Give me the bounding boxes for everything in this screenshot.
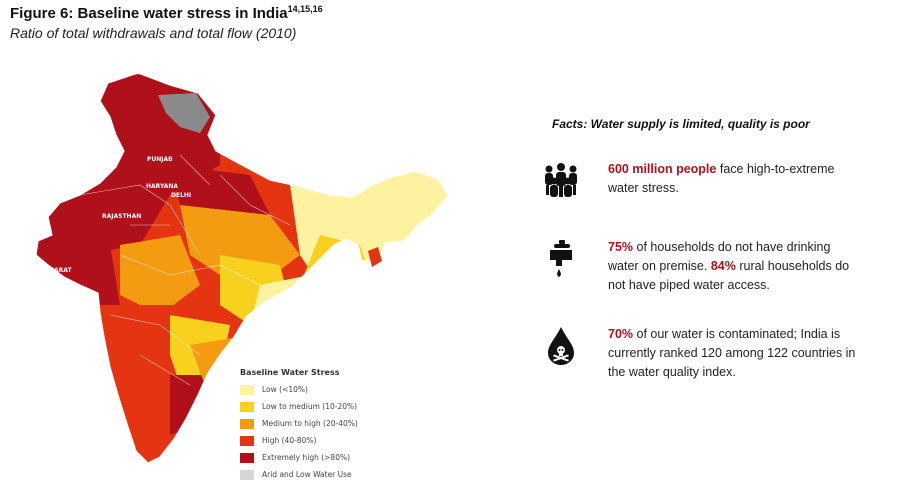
figure-title: Figure 6: Baseline water stress in India…: [10, 4, 323, 22]
fact-body: face high-to-extreme water stress.: [608, 162, 835, 195]
fact-body: of households do not have drinking water…: [608, 240, 831, 273]
legend-title: Baseline Water Stress: [240, 368, 340, 377]
label-rajasthan: RAJASTHAN: [102, 213, 142, 220]
fact-highlight: 70%: [608, 327, 634, 341]
legend-swatch-low-medium: [240, 401, 254, 412]
legend-swatch-medium-high: [240, 418, 254, 429]
legend-item: Extremely high (>80%): [240, 449, 420, 466]
india-map-svg: [35, 72, 449, 464]
fact-people-water-stress: 600 million people face high-to-extreme …: [540, 160, 860, 202]
fact-body-2: rural households do not have piped water…: [608, 259, 850, 292]
district-boundaries: [79, 154, 291, 386]
legend-label: High (40-80%): [262, 436, 317, 445]
legend-swatch-low: [240, 384, 254, 395]
fact-highlight-2: 84%: [710, 259, 736, 273]
people-group-icon: [545, 163, 577, 197]
fact-text: 600 million people face high-to-extreme …: [608, 160, 860, 198]
india-outline: [35, 72, 449, 464]
legend-label: Extremely high (>80%): [262, 453, 351, 462]
label-punjab: PUNJAB: [147, 156, 173, 163]
fact-body: of our water is contaminated; India is c…: [608, 327, 856, 379]
legend-label: Low (<10%): [262, 385, 308, 394]
label-gujarat: GUJARAT: [42, 267, 72, 274]
legend-swatch-arid: [240, 469, 254, 480]
water-tap-icon: [550, 240, 572, 277]
legend-item: Medium to high (20-40%): [240, 415, 420, 432]
contaminated-water-drop-icon: [548, 327, 574, 365]
fact-households-drinking-water: 75% of households do not have drinking w…: [540, 238, 860, 295]
legend-item: Low to medium (10-20%): [240, 398, 420, 415]
legend-swatch-high: [240, 435, 254, 446]
fact-text: 75% of households do not have drinking w…: [608, 238, 860, 295]
legend-item: Arid and Low Water Use: [240, 466, 420, 483]
tripura-region: [368, 247, 382, 267]
fact-highlight: 600 million people: [608, 162, 717, 176]
facts-heading: Facts: Water supply is limited, quality …: [552, 117, 810, 131]
fact-water-contaminated: 70% of our water is contaminated; India …: [540, 325, 860, 382]
fact-text: 70% of our water is contaminated; India …: [608, 325, 860, 382]
legend-item: High (40-80%): [240, 432, 420, 449]
fact-highlight: 75%: [608, 240, 634, 254]
india-water-stress-map: PUNJAB HARYANA DELHI RAJASTHAN GUJARAT: [20, 55, 500, 492]
legend-label: Medium to high (20-40%): [262, 419, 358, 428]
legend-label: Low to medium (10-20%): [262, 402, 358, 411]
label-haryana: HARYANA: [146, 183, 179, 190]
figure-title-references: 14,15,16: [287, 4, 323, 14]
legend-swatch-extremely-high: [240, 452, 254, 463]
figure-subtitle: Ratio of total withdrawals and total flo…: [10, 25, 297, 41]
legend-item: Low (<10%): [240, 381, 420, 398]
legend-label: Arid and Low Water Use: [262, 470, 352, 479]
label-delhi: DELHI: [171, 192, 192, 199]
map-legend: Baseline Water Stress Low (<10%) Low to …: [240, 368, 420, 483]
